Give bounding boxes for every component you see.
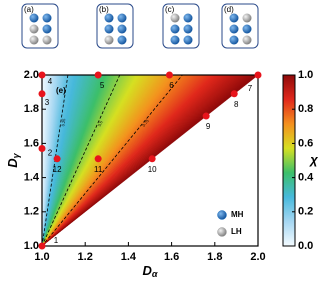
inset-label: (a) <box>24 5 34 14</box>
point <box>165 71 173 79</box>
inset-ball <box>29 24 39 34</box>
inset-ball <box>170 13 180 23</box>
x-tick-label: 1.8 <box>207 251 222 263</box>
colorbar-tick-label: 0.6 <box>298 137 313 149</box>
contour-label: 0.25 <box>60 117 66 126</box>
x-tick-label: 1.6 <box>164 251 179 263</box>
point <box>230 90 238 98</box>
inset-ball <box>104 13 114 23</box>
y-axis-label: Dγ <box>5 152 21 167</box>
point-label: 7 <box>248 84 253 93</box>
inset-ball <box>242 24 252 34</box>
colorbar-tick-label: 0.2 <box>298 206 313 218</box>
inset-ball <box>229 13 239 23</box>
axes-frame <box>41 74 259 247</box>
inset-ball <box>229 24 239 34</box>
y-tick-label: 1.2 <box>24 206 39 218</box>
inset-ball <box>170 24 180 34</box>
point-label: 11 <box>94 165 103 174</box>
inset-ball <box>117 24 127 34</box>
axis-label-sub: γ <box>11 152 21 158</box>
plot-area: 0.25 0.5 0.751.0 1.2 1.4 1.6 1.8 2.01.01.21.41.… <box>5 69 318 279</box>
colorbar-label: χ <box>308 152 318 167</box>
colorbar-tick-label: 1.0 <box>298 69 313 81</box>
contour-line <box>41 74 121 247</box>
point-label: 6 <box>169 81 174 90</box>
point-label: 10 <box>148 165 157 174</box>
inset-label: (d) <box>224 5 234 14</box>
point <box>254 71 262 79</box>
y-tick-label: 1.0 <box>24 240 39 252</box>
point-label: 9 <box>206 122 211 131</box>
colorbar-tick-label: 0.8 <box>298 103 313 115</box>
point <box>38 90 46 98</box>
point-label: 4 <box>48 77 53 86</box>
point <box>94 71 102 79</box>
contour-label: 0.75 <box>141 118 150 128</box>
inset-ball <box>42 35 52 45</box>
colorbar <box>282 74 296 247</box>
x-tick-label: 1.2 <box>78 251 93 263</box>
colorbar-tick-label: 0.0 <box>298 240 313 252</box>
legend-marker <box>217 227 227 237</box>
point-label: 8 <box>234 100 239 109</box>
axis-label-main: D <box>143 263 153 278</box>
axis-label-sub: α <box>152 269 158 279</box>
inset-ball <box>170 35 180 45</box>
inset-label: (c) <box>165 5 175 14</box>
x-tick-label: 2.0 <box>250 251 265 263</box>
point <box>38 145 46 153</box>
contour-line <box>41 74 183 247</box>
point <box>148 155 156 163</box>
x-tick-label: 1.0 <box>34 251 49 263</box>
point-label: 1 <box>54 236 59 245</box>
y-tick-label: 1.4 <box>24 172 40 184</box>
inset-ball <box>104 24 114 34</box>
y-tick-label: 2.0 <box>24 69 39 81</box>
y-tick-label: 1.6 <box>24 137 39 149</box>
y-tick-label: 1.8 <box>24 103 39 115</box>
inset-ball <box>242 13 252 23</box>
point <box>53 155 61 163</box>
point <box>38 71 46 79</box>
x-tick-label: 1.4 <box>121 251 137 263</box>
contour-label: 0.5 <box>97 119 104 127</box>
inset-label: (b) <box>99 5 109 14</box>
inset-ball <box>42 13 52 23</box>
point-label: 5 <box>100 81 105 90</box>
inset-ball <box>183 35 193 45</box>
insets: (a) (b) (c) (d) <box>21 3 259 49</box>
inset-ball <box>183 24 193 34</box>
panel-label: (e) <box>56 86 66 95</box>
legend-label: MH <box>231 210 244 219</box>
colorbar-tick-label: 0.4 <box>298 172 314 184</box>
x-axis-label: Dα <box>143 263 158 279</box>
point <box>38 242 46 250</box>
point <box>202 112 210 120</box>
inset-ball <box>42 24 52 34</box>
inset-ball <box>117 13 127 23</box>
point <box>94 155 102 163</box>
inset-ball <box>29 13 39 23</box>
inset-ball <box>29 35 39 45</box>
axis-label-main: D <box>5 158 20 168</box>
inset-ball <box>104 35 114 45</box>
legend-label: LH <box>231 227 242 236</box>
legend-marker <box>217 210 227 220</box>
inset-ball <box>183 13 193 23</box>
point-label: 12 <box>53 165 62 174</box>
point-label: 2 <box>48 149 53 158</box>
inset-ball <box>117 35 127 45</box>
inset-ball <box>242 35 252 45</box>
point-label: 3 <box>45 98 50 107</box>
inset-ball <box>229 35 239 45</box>
